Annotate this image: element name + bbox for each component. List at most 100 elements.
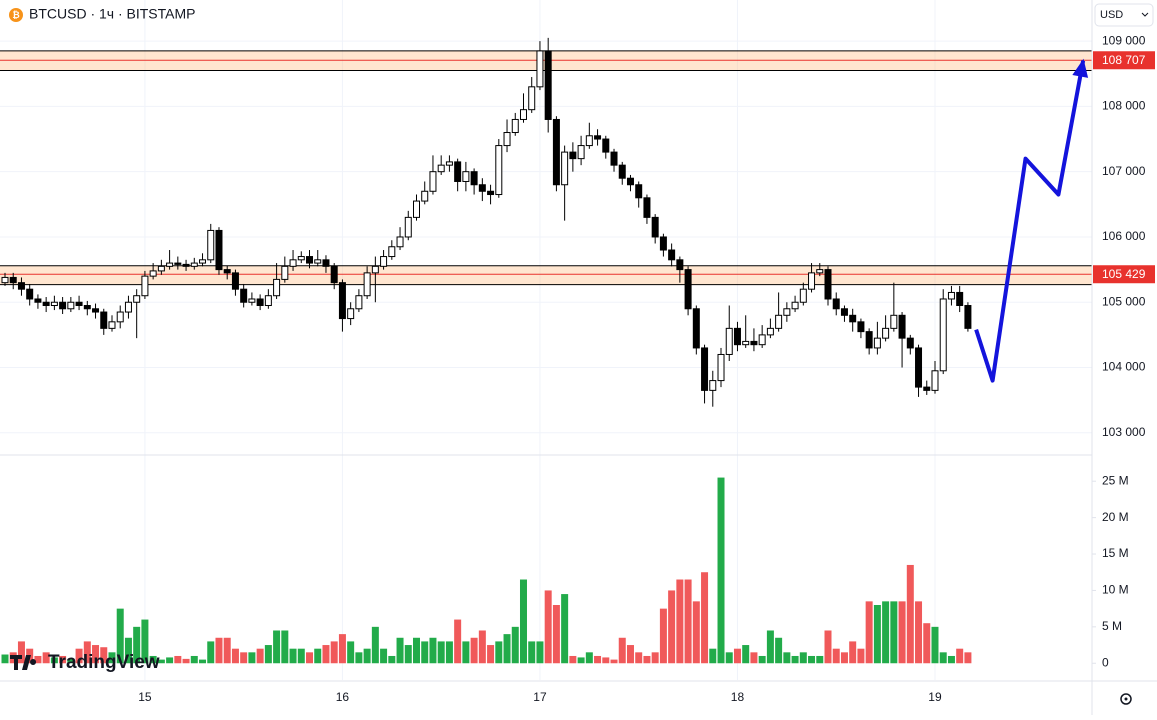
candle-body xyxy=(495,145,503,196)
candle-body xyxy=(882,327,890,339)
volume-bar xyxy=(380,648,388,664)
candle-body xyxy=(873,337,881,349)
volume-bar xyxy=(659,608,667,664)
volume-bar xyxy=(215,637,223,664)
candle-body xyxy=(108,321,116,329)
candle-body xyxy=(190,262,198,267)
volume-bar xyxy=(808,655,816,664)
candle-body xyxy=(923,386,931,391)
volume-bar xyxy=(223,637,231,664)
volume-bar xyxy=(141,619,149,664)
volume-bar xyxy=(832,648,840,664)
volume-bar xyxy=(429,637,437,664)
candle-body xyxy=(133,295,141,303)
volume-bar xyxy=(133,626,141,664)
volume-bar xyxy=(199,659,207,664)
x-tick-label: 15 xyxy=(138,690,152,704)
candle-body xyxy=(1,276,9,284)
projection-arrowhead xyxy=(1072,58,1089,78)
candle-body xyxy=(684,269,692,310)
currency-chevron xyxy=(1141,12,1149,17)
volume-bar xyxy=(709,648,717,664)
volume-bar xyxy=(742,645,750,664)
volume-bar xyxy=(190,655,198,664)
volume-bar xyxy=(355,652,363,664)
candle-body xyxy=(544,50,552,120)
candle-body xyxy=(413,200,420,218)
candle-body xyxy=(890,314,898,329)
volume-bar xyxy=(174,655,182,664)
candle-body xyxy=(34,298,42,303)
volume-bar xyxy=(462,641,470,664)
currency-label[interactable]: USD xyxy=(1100,9,1123,21)
candle-body xyxy=(404,216,412,238)
settings-icon[interactable] xyxy=(1120,693,1132,705)
coin-icon xyxy=(9,8,23,22)
volume-bar xyxy=(750,652,758,664)
candle-body xyxy=(775,314,783,329)
currency-button[interactable] xyxy=(1094,3,1154,27)
settings-icon-dot xyxy=(1124,697,1128,701)
volume-bar xyxy=(445,641,453,664)
volume-bar xyxy=(519,579,527,664)
candle-body xyxy=(92,308,100,313)
candles xyxy=(1,37,972,407)
volume-bar xyxy=(906,564,914,664)
volume-bar xyxy=(454,619,462,664)
volume-bar xyxy=(882,601,890,664)
volume-bar xyxy=(775,637,783,664)
candle-body xyxy=(289,259,297,267)
candle-body xyxy=(717,353,725,382)
volume-bar xyxy=(898,601,906,664)
candle-body xyxy=(569,151,577,160)
volume-bar xyxy=(487,645,495,664)
volume-bar xyxy=(577,657,585,664)
volume-bar xyxy=(83,641,91,664)
candle-body xyxy=(487,190,495,196)
level-price-label: 105 429 xyxy=(1102,267,1146,281)
volume-bar xyxy=(470,637,478,664)
volume-bar xyxy=(478,630,486,664)
volume-bar xyxy=(256,648,264,664)
candle-body xyxy=(898,314,906,339)
candle-body xyxy=(511,118,519,134)
volume-bar xyxy=(281,630,289,664)
x-tick-label: 16 xyxy=(336,690,350,704)
volume-bar xyxy=(59,655,67,664)
candle-body xyxy=(59,301,67,310)
volume-bar xyxy=(931,626,939,664)
candle-body xyxy=(865,331,873,349)
candle-body xyxy=(297,256,305,261)
volume-bar xyxy=(92,645,100,664)
candle-body xyxy=(75,301,83,307)
volume-bar xyxy=(50,657,58,664)
volume-bar xyxy=(157,659,165,664)
candle-body xyxy=(651,216,659,238)
candle-body xyxy=(231,272,239,290)
coin-glyph: ₿ xyxy=(12,10,19,20)
overlay xyxy=(974,58,1089,383)
candle-body xyxy=(519,109,527,120)
candle-body xyxy=(421,190,429,202)
candle-body xyxy=(931,370,939,391)
candle-body xyxy=(454,161,462,182)
volume-bar xyxy=(528,641,536,664)
volume-tick-label: 0 xyxy=(1102,655,1109,669)
candle-body xyxy=(141,275,149,297)
candle-body xyxy=(338,282,346,320)
volume-bar xyxy=(956,648,964,664)
candle-body xyxy=(281,265,289,280)
volume-tick-label: 20 M xyxy=(1102,510,1129,524)
volume-bar xyxy=(149,655,157,664)
candle-body xyxy=(437,164,445,173)
candle-body xyxy=(750,340,758,346)
volume-bar xyxy=(799,652,807,664)
candle-body xyxy=(50,301,58,307)
volume-bar xyxy=(42,652,50,664)
volume-bar xyxy=(75,648,83,664)
candle-body xyxy=(371,265,379,274)
candle-body xyxy=(915,347,923,388)
candle-body xyxy=(824,269,832,300)
candle-body xyxy=(964,305,972,329)
candle-body xyxy=(199,259,207,264)
